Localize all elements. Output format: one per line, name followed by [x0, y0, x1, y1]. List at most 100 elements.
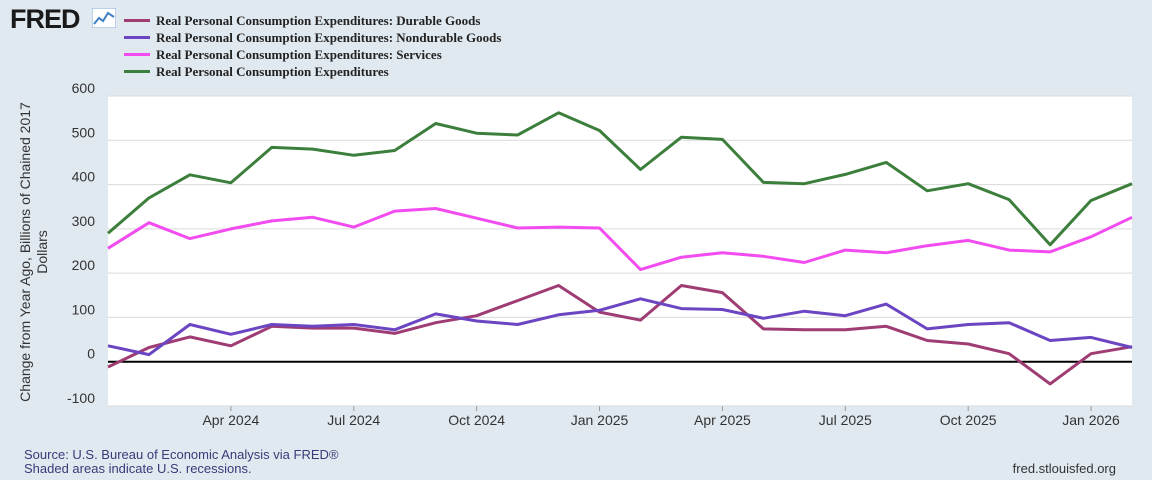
data-point[interactable] [636, 166, 644, 174]
data-point[interactable] [841, 246, 849, 254]
data-point[interactable] [432, 119, 440, 127]
data-point[interactable] [800, 180, 808, 188]
legend-item[interactable]: Real Personal Consumption Expenditures: … [124, 12, 501, 29]
data-point[interactable] [145, 344, 153, 352]
data-point[interactable] [186, 171, 194, 179]
data-point[interactable] [145, 194, 153, 202]
series-line-4[interactable] [107, 111, 1133, 247]
data-point[interactable] [268, 143, 276, 151]
data-point[interactable] [514, 321, 522, 329]
legend-item[interactable]: Real Personal Consumption Expenditures: … [124, 29, 501, 46]
data-point[interactable] [514, 224, 522, 232]
data-point[interactable] [677, 133, 685, 141]
data-point[interactable] [268, 217, 276, 225]
data-point[interactable] [1046, 241, 1054, 249]
data-point[interactable] [555, 109, 563, 117]
data-point[interactable] [964, 180, 972, 188]
data-point[interactable] [636, 316, 644, 324]
data-point[interactable] [964, 236, 972, 244]
data-point[interactable] [1128, 213, 1136, 221]
data-point[interactable] [636, 295, 644, 303]
data-point[interactable] [923, 187, 931, 195]
data-point[interactable] [104, 244, 112, 252]
fred-logo[interactable]: FRED [10, 4, 80, 34]
data-point[interactable] [1128, 180, 1136, 188]
data-point[interactable] [718, 289, 726, 297]
data-point[interactable] [800, 307, 808, 315]
data-point[interactable] [882, 322, 890, 330]
data-point[interactable] [677, 282, 685, 290]
data-point[interactable] [1005, 246, 1013, 254]
data-point[interactable] [186, 321, 194, 329]
data-point[interactable] [514, 131, 522, 139]
data-point[interactable] [309, 322, 317, 330]
legend-item[interactable]: Real Personal Consumption Expenditures [124, 63, 501, 80]
data-point[interactable] [1128, 344, 1136, 352]
data-point[interactable] [227, 179, 235, 187]
data-point[interactable] [432, 319, 440, 327]
data-point[interactable] [718, 305, 726, 313]
data-point[interactable] [923, 242, 931, 250]
data-point[interactable] [350, 151, 358, 159]
data-point[interactable] [473, 317, 481, 325]
data-point[interactable] [677, 305, 685, 313]
data-point[interactable] [227, 225, 235, 233]
series-line-2[interactable] [107, 297, 1133, 357]
data-point[interactable] [309, 145, 317, 153]
data-point[interactable] [964, 340, 972, 348]
data-point[interactable] [1087, 233, 1095, 241]
data-point[interactable] [636, 266, 644, 274]
data-point[interactable] [718, 249, 726, 257]
data-point[interactable] [882, 158, 890, 166]
data-point[interactable] [104, 342, 112, 350]
data-point[interactable] [227, 342, 235, 350]
series-line-3[interactable] [107, 207, 1133, 272]
data-point[interactable] [759, 252, 767, 260]
data-point[interactable] [882, 249, 890, 257]
data-point[interactable] [759, 325, 767, 333]
data-point[interactable] [432, 204, 440, 212]
data-point[interactable] [391, 207, 399, 215]
data-point[interactable] [677, 253, 685, 261]
data-point[interactable] [555, 311, 563, 319]
data-point[interactable] [555, 282, 563, 290]
data-point[interactable] [145, 351, 153, 359]
data-point[interactable] [309, 213, 317, 221]
data-point[interactable] [555, 223, 563, 231]
data-point[interactable] [841, 170, 849, 178]
data-point[interactable] [473, 129, 481, 137]
data-point[interactable] [350, 223, 358, 231]
data-point[interactable] [800, 326, 808, 334]
data-point[interactable] [596, 224, 604, 232]
data-point[interactable] [1087, 333, 1095, 341]
data-point[interactable] [596, 306, 604, 314]
data-point[interactable] [1046, 336, 1054, 344]
data-point[interactable] [104, 363, 112, 371]
data-point[interactable] [800, 259, 808, 267]
data-point[interactable] [1087, 197, 1095, 205]
data-point[interactable] [1046, 380, 1054, 388]
data-point[interactable] [841, 326, 849, 334]
data-point[interactable] [186, 333, 194, 341]
data-point[interactable] [1087, 350, 1095, 358]
data-point[interactable] [227, 330, 235, 338]
data-point[interactable] [104, 229, 112, 237]
data-point[interactable] [1005, 319, 1013, 327]
data-point[interactable] [718, 135, 726, 143]
data-point[interactable] [145, 219, 153, 227]
data-point[interactable] [1046, 248, 1054, 256]
data-point[interactable] [759, 178, 767, 186]
data-point[interactable] [882, 300, 890, 308]
data-point[interactable] [473, 214, 481, 222]
data-point[interactable] [923, 325, 931, 333]
data-point[interactable] [841, 312, 849, 320]
legend-item[interactable]: Real Personal Consumption Expenditures: … [124, 46, 501, 63]
series-line-1[interactable] [107, 284, 1133, 386]
site-url[interactable]: fred.stlouisfed.org [1012, 461, 1116, 476]
data-point[interactable] [1005, 196, 1013, 204]
data-point[interactable] [268, 321, 276, 329]
data-point[interactable] [596, 127, 604, 135]
data-point[interactable] [964, 321, 972, 329]
data-point[interactable] [391, 146, 399, 154]
data-point[interactable] [432, 310, 440, 318]
